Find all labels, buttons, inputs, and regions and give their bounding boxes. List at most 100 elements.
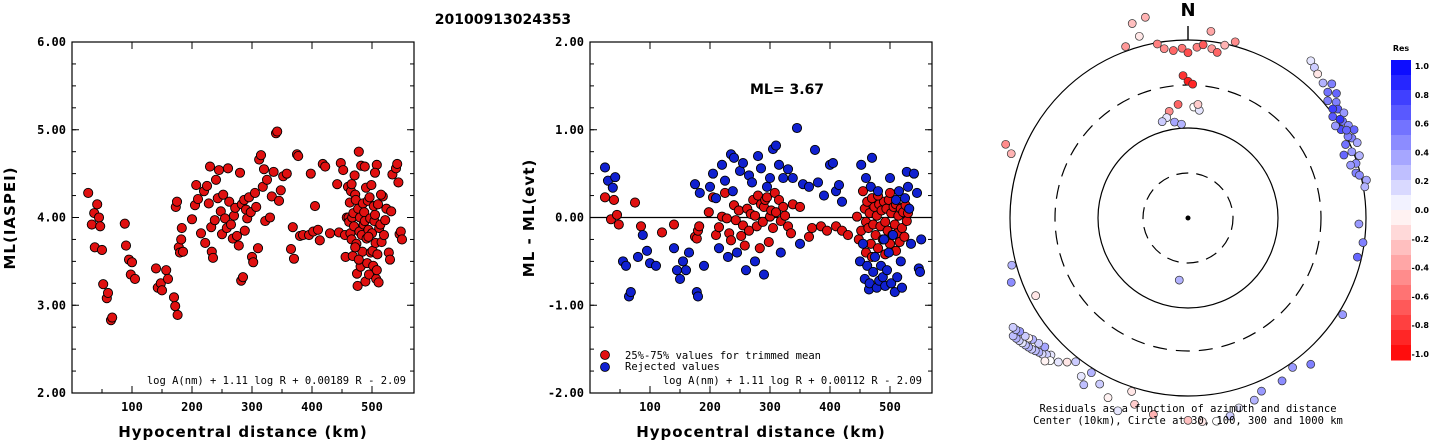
colorbar-cell [1391,60,1411,76]
data-point [607,182,618,193]
data-point [93,212,105,223]
data-point [773,159,785,170]
data-point [836,196,848,207]
station-residual-point [1121,42,1130,51]
data-point [869,251,881,263]
data-point [809,144,821,155]
data-point [733,205,744,216]
data-point [233,240,244,251]
data-point [641,245,653,256]
data-point [674,273,686,284]
station-residual-point [1354,219,1364,229]
data-point [288,253,300,264]
data-point [637,229,648,241]
data-point [204,161,216,172]
station-residual-point [1007,260,1017,270]
colorbar-cell [1391,150,1411,166]
data-point [96,244,108,256]
data-point [83,187,94,198]
data-point [251,201,262,213]
data-point [754,243,765,254]
data-point [285,244,297,255]
station-residual-point [1313,69,1323,79]
data-point [305,168,316,179]
data-point [249,187,261,198]
data-point [730,215,741,226]
station-residual-point [1034,338,1044,348]
data-point [239,225,250,236]
data-point [314,235,325,246]
data-point [878,234,890,245]
colorbar-cell [1391,75,1411,91]
data-point [668,219,680,230]
data-point [98,279,109,290]
data-point [916,234,927,245]
data-point [886,278,897,289]
data-point [363,231,374,242]
data-point [268,166,279,177]
data-point [880,216,891,227]
data-point [225,219,237,230]
data-point [126,257,138,268]
data-point [201,180,213,191]
station-residual-point [1062,357,1072,367]
data-point [683,247,695,258]
data-point [881,265,893,276]
x-tick-label: 100 [639,400,661,414]
station-residual-point [1071,357,1081,367]
y-tick-label: 5.00 [37,123,66,137]
colorbar-cell [1391,315,1411,331]
y-tick-label: -1.00 [548,298,584,312]
data-point [366,179,377,191]
station-residual-point [1149,410,1158,419]
data-point [222,163,234,174]
data-point [833,179,845,191]
station-residual-point [1130,399,1139,409]
residual-colorbar: Res 1.0 0.8 0.6 0.4 0.2 0.0 -0.2 -0.4 -0.6 -0.8 -1… [1391,44,1429,361]
data-point [378,229,390,241]
y-tick-label: 2.00 [37,386,66,400]
data-point [207,252,219,263]
data-point [914,266,926,277]
data-point [737,158,749,169]
data-point [883,247,894,258]
station-residual-point [1193,100,1203,109]
polar-caption-line1: Residuals as a function of azimuth and d… [1039,403,1336,415]
colorbar-label: 1.0 [1415,62,1430,71]
data-point [312,224,324,235]
data-point [186,214,198,225]
data-point [192,194,204,205]
data-point [794,238,806,249]
data-point [758,269,770,280]
data-point [862,260,873,271]
data-point [338,165,349,176]
azimuth-residual-panel: N Residuals as a function of azimuth and… [1001,0,1371,427]
data-point [293,151,304,162]
data-point [857,238,869,249]
station-residual-point [1339,150,1349,160]
data-point [281,168,292,179]
data-point [703,207,714,218]
data-point [689,179,701,190]
data-point [854,256,866,267]
colorbar-label: 0.8 [1415,91,1430,100]
y-tick-label: 1.00 [555,123,584,137]
data-point [231,230,243,241]
data-point [870,229,881,241]
data-point [722,251,734,263]
station-residual-point [1346,160,1355,170]
station-residual-point [1288,363,1297,372]
data-point [868,266,879,277]
data-point [770,140,782,151]
x-tick-label: 400 [819,400,841,414]
data-point [872,243,884,254]
colorbar-labels: 1.0 0.8 0.6 0.4 0.2 0.0 -0.2 -0.4 -0.6 -0.8 -1.0 [1412,62,1430,359]
data-point [625,287,636,298]
station-residual-point [1355,151,1364,160]
data-point [761,192,773,203]
data-point [248,257,259,268]
data-point [713,222,725,233]
data-point [677,256,689,267]
page-title: 20100913024353 [435,12,571,28]
